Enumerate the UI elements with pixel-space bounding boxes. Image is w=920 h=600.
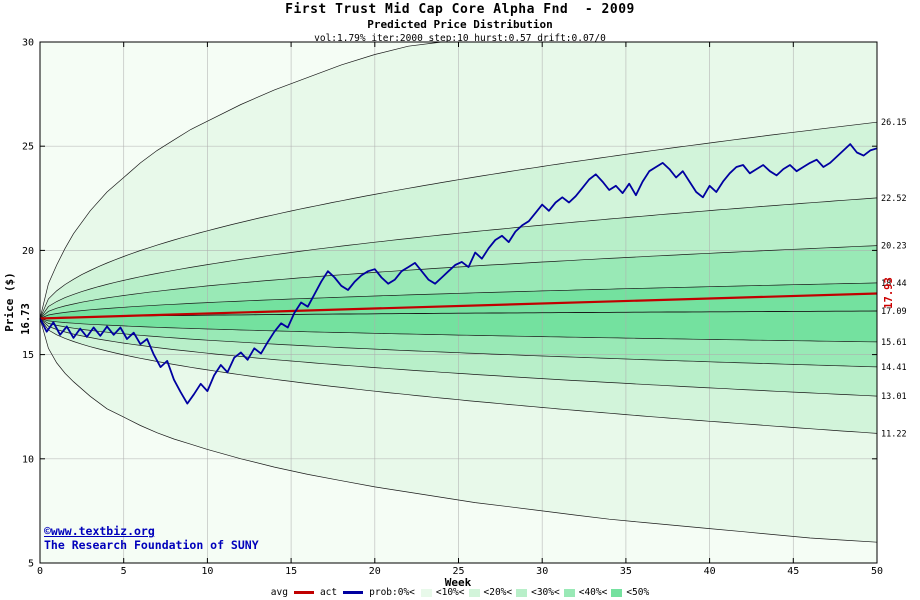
actual-price-line: [39, 143, 878, 405]
right-price-label: 13.01: [881, 392, 907, 402]
right-price-label: 22.52: [881, 194, 907, 204]
right-price-label: 26.15: [881, 118, 907, 128]
right-price-label: 17.09: [881, 307, 907, 317]
band-boundary-line: [39, 245, 878, 319]
start-price-label: 16.73: [20, 303, 32, 335]
legend-band-swatch: [563, 588, 575, 597]
band-boundary-line: [39, 41, 877, 319]
y-tick-label: 15: [22, 350, 34, 361]
copyright-block: ©www.textbiz.org The Research Foundation…: [44, 524, 259, 552]
grid-layer: [40, 42, 877, 563]
x-tick-label: 0: [37, 566, 43, 577]
legend-band-label: <50%: [626, 587, 650, 598]
x-tick-label: 40: [704, 566, 716, 577]
copyright-organization: The Research Foundation of SUNY: [44, 538, 259, 552]
probability-band: [40, 42, 877, 319]
right-price-label: 20.23: [881, 242, 907, 252]
band-boundary-line: [39, 282, 878, 319]
y-axis-title: Price ($): [3, 272, 16, 332]
x-tick-label: 25: [452, 566, 464, 577]
band-boundary-line: [39, 318, 878, 397]
y-tick-label: 10: [22, 454, 34, 465]
chart-title: First Trust Mid Cap Core Alpha Fnd - 200…: [285, 2, 635, 17]
band-boundary-line: [39, 318, 878, 434]
chart-header: First Trust Mid Cap Core Alpha Fnd - 200…: [0, 2, 920, 44]
chart-legend: avg act prob:0%< <10%< <20%< <30%< <40%< <50…: [0, 587, 920, 598]
legend-avg-label: avg: [270, 587, 288, 598]
right-price-label: 14.41: [881, 363, 907, 373]
y-tick-label: 30: [22, 38, 34, 49]
x-tick-label: 20: [369, 566, 381, 577]
x-tick-label: 45: [787, 566, 799, 577]
legend-band-swatch: [468, 588, 480, 597]
chart-parameters: vol:1.79% iter:2000 step:10 hurst:0.57 d…: [314, 33, 606, 44]
band-boundary-line: [39, 318, 878, 543]
legend-band-swatch: [611, 588, 623, 597]
legend-band-swatch: [420, 588, 432, 597]
x-tick-label: 35: [620, 566, 632, 577]
x-tick-label: 5: [121, 566, 127, 577]
legend-band-label: <30%<: [531, 587, 560, 598]
series-lines-layer: [39, 143, 878, 405]
x-tick-label: 50: [871, 566, 883, 577]
legend-act-line-swatch: [343, 591, 364, 594]
legend-act-label: act: [319, 587, 338, 598]
legend-band-swatch: [516, 588, 528, 597]
x-tick-label: 15: [285, 566, 297, 577]
axes-layer: 0 5 10 15 20 25 30 35 40 45 505101520253026.1522.5…: [22, 38, 907, 578]
avg-price-line: [39, 292, 878, 320]
x-tick-label: 10: [201, 566, 213, 577]
right-price-label: 18.44: [881, 279, 907, 289]
copyright-link[interactable]: ©www.textbiz.org: [44, 524, 155, 538]
band-boundaries-layer: [39, 41, 878, 543]
x-axis-title: Week: [445, 576, 472, 589]
legend-band-swatches: <10%< <20%< <30%< <40%< <50%: [420, 587, 650, 598]
legend-band-label: <20%<: [483, 587, 513, 598]
legend-avg-line-swatch: [293, 591, 314, 594]
right-price-label: 11.22: [881, 429, 907, 439]
band-boundary-line: [39, 121, 878, 319]
band-boundary-line: [39, 197, 878, 319]
x-tick-label: 30: [536, 566, 548, 577]
legend-band-label: <10%<: [435, 587, 465, 598]
legend-band-label: <40%<: [578, 587, 608, 598]
avg-end-price-label: 17.93: [883, 277, 895, 309]
legend-prob-label: prob:0%<: [369, 587, 415, 598]
y-tick-label: 20: [22, 246, 34, 257]
median-line: [39, 310, 878, 319]
band-boundary-line: [39, 318, 878, 368]
band-boundary-line: [39, 318, 878, 343]
right-price-label: 15.61: [881, 338, 907, 348]
chart-subtitle: Predicted Price Distribution: [367, 18, 553, 31]
y-tick-label: 25: [22, 142, 34, 153]
y-tick-label: 5: [28, 559, 34, 570]
